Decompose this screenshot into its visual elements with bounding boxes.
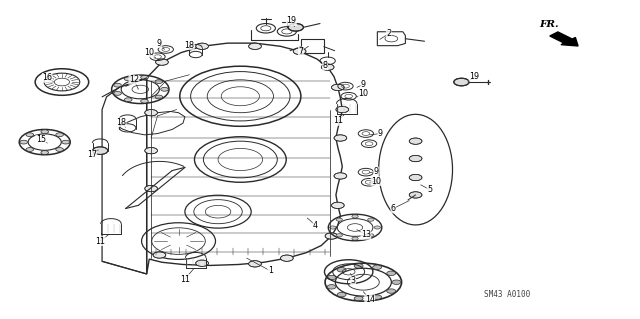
Circle shape (293, 48, 306, 55)
Text: 11: 11 (95, 237, 105, 246)
Circle shape (367, 218, 374, 221)
Circle shape (387, 289, 396, 293)
Circle shape (124, 98, 132, 102)
Circle shape (62, 140, 70, 144)
Circle shape (409, 138, 422, 144)
Circle shape (161, 87, 168, 91)
Circle shape (337, 268, 346, 272)
Circle shape (280, 255, 293, 261)
Circle shape (372, 265, 381, 270)
Circle shape (196, 260, 209, 266)
Text: 10: 10 (371, 176, 381, 186)
Circle shape (336, 234, 342, 237)
Text: 18: 18 (116, 118, 126, 127)
Circle shape (155, 95, 163, 99)
Circle shape (325, 233, 338, 239)
Circle shape (124, 77, 132, 81)
Text: 13: 13 (361, 230, 371, 239)
Text: 11: 11 (180, 275, 190, 284)
Text: 9: 9 (361, 80, 366, 89)
Circle shape (409, 155, 422, 162)
Circle shape (374, 226, 381, 229)
Text: 10: 10 (358, 89, 369, 98)
Text: SM43 A0100: SM43 A0100 (484, 290, 530, 299)
Circle shape (155, 80, 163, 84)
Circle shape (41, 151, 49, 154)
Circle shape (336, 218, 342, 221)
Circle shape (248, 43, 261, 49)
Text: 4: 4 (313, 221, 318, 230)
Circle shape (41, 130, 49, 134)
Text: 18: 18 (184, 41, 195, 49)
Circle shape (156, 59, 168, 65)
Text: 9: 9 (374, 167, 379, 176)
Text: 19: 19 (469, 72, 479, 81)
Circle shape (114, 83, 122, 87)
Text: 7: 7 (298, 47, 303, 56)
Text: 9: 9 (378, 129, 383, 138)
Text: 19: 19 (286, 17, 296, 26)
Circle shape (352, 237, 358, 240)
Text: 16: 16 (42, 73, 52, 82)
Circle shape (392, 280, 401, 285)
Text: 8: 8 (323, 61, 328, 70)
Text: 15: 15 (36, 135, 46, 145)
Text: 1: 1 (268, 266, 273, 275)
Circle shape (409, 192, 422, 198)
Circle shape (387, 271, 396, 276)
Circle shape (26, 133, 34, 137)
Circle shape (141, 76, 148, 79)
Circle shape (196, 43, 209, 49)
Circle shape (332, 202, 344, 209)
Circle shape (327, 275, 336, 280)
Text: 6: 6 (391, 204, 396, 213)
Circle shape (93, 147, 108, 154)
Circle shape (145, 147, 157, 154)
Text: 3: 3 (351, 276, 356, 285)
Circle shape (56, 148, 63, 152)
Circle shape (352, 215, 358, 218)
Circle shape (114, 92, 122, 95)
Text: 5: 5 (427, 185, 432, 194)
Circle shape (248, 261, 261, 267)
Circle shape (372, 295, 381, 299)
Circle shape (26, 148, 34, 152)
Circle shape (409, 174, 422, 181)
Text: 12: 12 (129, 75, 139, 84)
Circle shape (354, 264, 363, 268)
Circle shape (141, 99, 148, 103)
Circle shape (332, 84, 344, 91)
Circle shape (145, 109, 157, 116)
Circle shape (334, 173, 347, 179)
Text: 17: 17 (87, 150, 97, 159)
Text: 10: 10 (144, 48, 154, 57)
Circle shape (327, 285, 336, 289)
FancyArrow shape (550, 32, 578, 46)
Circle shape (145, 185, 157, 192)
Text: 9: 9 (157, 39, 162, 48)
Circle shape (334, 135, 347, 141)
Text: 14: 14 (365, 295, 374, 304)
Text: 11: 11 (333, 116, 343, 125)
Circle shape (153, 252, 166, 258)
Circle shape (56, 133, 63, 137)
Circle shape (20, 140, 28, 144)
Circle shape (367, 234, 374, 237)
Circle shape (354, 296, 363, 301)
Circle shape (454, 78, 469, 86)
Circle shape (336, 106, 349, 113)
Circle shape (321, 64, 334, 70)
Circle shape (288, 24, 303, 31)
Circle shape (330, 226, 336, 229)
Text: FR.: FR. (540, 20, 559, 29)
Circle shape (337, 293, 346, 297)
Text: 2: 2 (387, 29, 392, 38)
